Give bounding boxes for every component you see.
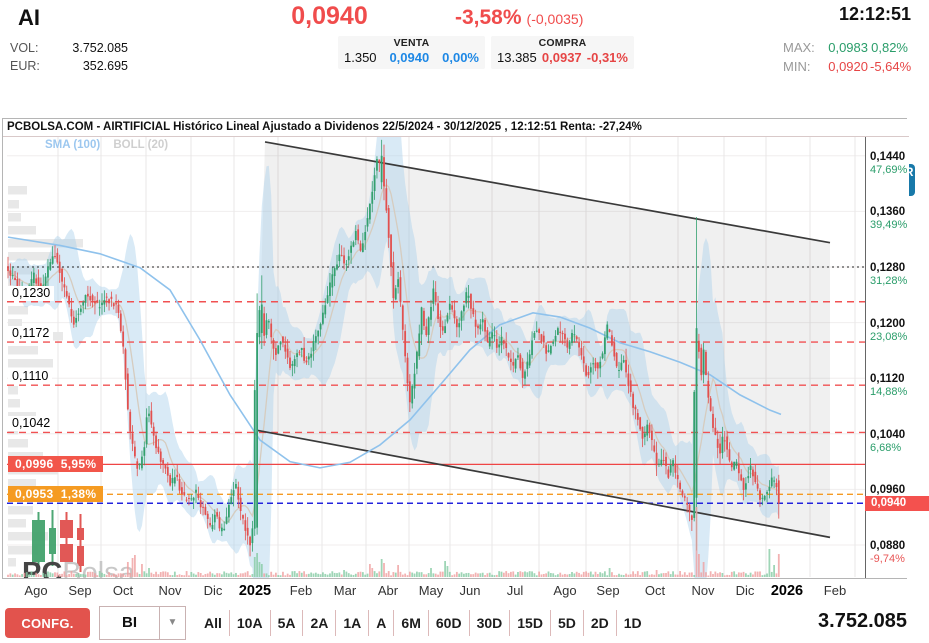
volume-label: VOL:: [10, 41, 39, 55]
instrument-caret-icon[interactable]: ▼: [159, 607, 185, 639]
x-axis-label: Ago: [553, 583, 577, 598]
legend-sma[interactable]: SMA (100): [45, 139, 101, 151]
ask-pct: 0,00%: [442, 50, 479, 65]
min-pct: -5,64%: [870, 59, 912, 74]
price-level-label: 0,1110: [8, 369, 53, 385]
y-axis-label: 0,1200 23,08%: [870, 317, 908, 343]
last-price: 0,0940: [291, 2, 368, 30]
y-axis-label: 0,1360 39,49%: [870, 206, 908, 232]
bid-quote-box: COMPRA 13.385 0,0937 -0,31%: [491, 36, 634, 69]
turnover-value: 352.695: [82, 59, 128, 73]
range-button-10a[interactable]: 10A: [230, 610, 271, 636]
bid-quantity: 13.385: [497, 50, 537, 65]
bid-pct: -0,31%: [586, 50, 628, 65]
price-axis[interactable]: 0,1440 47,69% 0,1360 39,49% 0,1280 31,28% 0,12…: [865, 137, 909, 578]
x-axis-label: Oct: [644, 583, 666, 598]
price-level-label: 0,0996 5,95%: [8, 456, 104, 473]
turnover-label: EUR:: [10, 59, 40, 73]
range-button-1d[interactable]: 1D: [617, 610, 649, 636]
bid-price: 0,0937: [541, 50, 582, 65]
symbol-ticker: AI: [18, 5, 40, 30]
y-axis-label: 0,1280 31,28%: [870, 262, 908, 287]
y-axis-label: 0,1440 47,69%: [870, 150, 908, 176]
min-price: 0,0920: [828, 59, 868, 74]
min-label: MIN:: [783, 59, 811, 74]
instrument-label: BI: [122, 614, 137, 631]
x-axis-label: May: [418, 583, 444, 598]
x-axis-label: Mar: [333, 583, 357, 598]
price-level-label: 0,0953 1,38%: [8, 486, 104, 503]
chart-frame: [2, 118, 907, 601]
x-axis-label: Jun: [459, 583, 481, 598]
range-button-all[interactable]: All: [197, 610, 230, 636]
x-axis-label: Oct: [112, 583, 134, 598]
x-axis-label: Nov: [691, 583, 715, 598]
y-axis-label: 0,1040 6,68%: [870, 428, 906, 454]
x-axis-label: Jul: [506, 583, 524, 598]
max-label: MAX:: [783, 40, 815, 55]
x-axis-label: Feb: [823, 583, 847, 598]
time-axis[interactable]: Ago Sep Oct Nov Dic 2025 Feb Mar Abr May Jun Jul Ago…: [2, 578, 907, 602]
range-button-6m[interactable]: 6M: [394, 610, 429, 636]
ask-quote-box: VENTA 1.350 0,0940 0,00%: [338, 36, 485, 69]
x-axis-label: 2026: [770, 583, 804, 599]
max-price: 0,0983: [828, 40, 868, 55]
range-button-30d[interactable]: 30D: [470, 610, 511, 636]
x-axis-label: Sep: [68, 583, 92, 598]
session-volume: 3.752.085: [818, 610, 907, 632]
clock: 12:12:51: [838, 4, 911, 24]
price-change: -3,58% (-0,0035): [455, 6, 583, 30]
current-price-badge: 0,0940: [865, 496, 929, 511]
candlestick-chart[interactable]: PCBolsa: [7, 137, 865, 578]
range-button-15d[interactable]: 15D: [510, 610, 551, 636]
price-level-label: 0,1042: [8, 416, 55, 432]
x-axis-label: Sep: [596, 583, 620, 598]
ask-label: VENTA: [393, 37, 430, 49]
range-buttons: All 10A 5A 2A 1A A 6M 60D 30D 15D 5D 2D 1D: [197, 606, 649, 640]
price-change-pct: -3,58%: [455, 6, 522, 29]
range-button-60d[interactable]: 60D: [429, 610, 470, 636]
range-button-2a[interactable]: 2A: [303, 610, 337, 636]
x-axis-label: Dic: [203, 583, 223, 598]
range-button-5d[interactable]: 5D: [551, 610, 584, 636]
range-button-5a[interactable]: 5A: [271, 610, 304, 636]
price-change-abs: (-0,0035): [526, 11, 584, 27]
bid-label: COMPRA: [538, 37, 587, 49]
max-pct: 0,82%: [871, 40, 908, 55]
x-axis-label: 2025: [238, 583, 272, 599]
ask-quantity: 1.350: [344, 50, 377, 65]
range-button-1a[interactable]: 1A: [336, 610, 370, 636]
bottom-toolbar: CONFG. BI ▼ All 10A 5A 2A 1A A 6M 60D 30D 15D 5D 2D…: [0, 603, 929, 643]
chart-toolbar: D ▾ ▾ ⚙ ▾ ▾ ✎ ▾ COMPARTIR GUARDAR: [0, 80, 929, 196]
x-axis-label: Nov: [158, 583, 182, 598]
x-axis-label: Dic: [735, 583, 755, 598]
x-axis-label: Feb: [289, 583, 313, 598]
range-button-a[interactable]: A: [369, 610, 395, 636]
legend-boll[interactable]: BOLL (20): [113, 139, 169, 151]
config-button[interactable]: CONFG.: [5, 608, 90, 638]
chart-legend: SMA (100) BOLL (20): [45, 139, 168, 151]
range-button-2d[interactable]: 2D: [584, 610, 617, 636]
x-axis-label: Ago: [24, 583, 48, 598]
instrument-selector[interactable]: BI ▼: [99, 606, 186, 640]
price-level-label: 0,1230: [8, 285, 55, 301]
x-axis-label: Abr: [377, 583, 399, 598]
price-level-label: 0,1172: [8, 326, 54, 342]
y-axis-label: 0,1120 14,88%: [870, 373, 908, 399]
chart-title: PCBOLSA.COM - AIRTIFICIAL Histórico Line…: [3, 119, 909, 137]
y-axis-label: 0,0880 -9,74%: [870, 540, 906, 565]
ask-price: 0,0940: [389, 50, 430, 65]
volume-value: 3.752.085: [72, 41, 128, 55]
